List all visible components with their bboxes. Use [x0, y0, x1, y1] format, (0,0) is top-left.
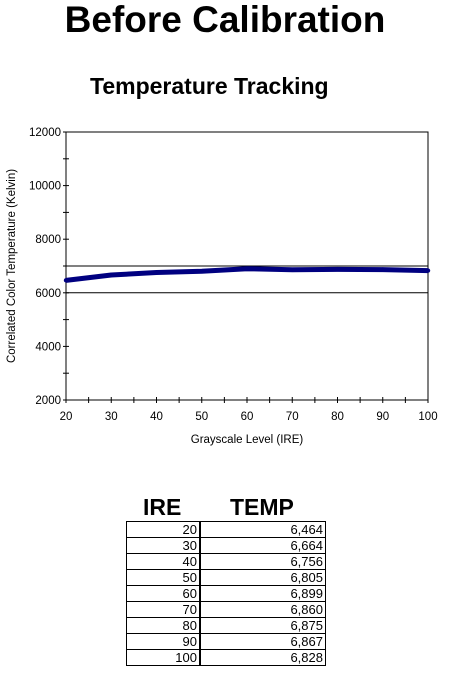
y-tick-label: 4000: [35, 341, 61, 353]
data-point: [199, 269, 204, 274]
x-tick-label: 60: [241, 411, 254, 423]
table-cell-temp: 6,860: [199, 601, 326, 618]
table-cell-temp: 6,805: [199, 569, 326, 586]
table-row: 50 6,805: [126, 569, 326, 586]
table-row: 20 6,464: [126, 521, 326, 538]
y-tick-label: 12000: [29, 127, 61, 139]
y-axis-title: Correlated Color Temperature (Kelvin): [6, 169, 18, 363]
table-cell-ire: 50: [126, 569, 201, 586]
x-tick-label: 40: [150, 411, 163, 423]
data-point: [109, 272, 114, 278]
table-cell-temp: 6,664: [199, 537, 326, 554]
data-point: [335, 267, 340, 272]
data-point: [380, 267, 385, 272]
table-cell-ire: 20: [126, 521, 201, 538]
y-tick-label: 2000: [35, 395, 61, 407]
table-cell-ire: 100: [126, 649, 201, 666]
table-row: 40 6,756: [126, 553, 326, 570]
table-row: 30 6,664: [126, 537, 326, 554]
table-cell-temp: 6,899: [199, 585, 326, 602]
table-row: 80 6,875: [126, 617, 326, 634]
table-cell-ire: 60: [126, 585, 201, 602]
table-row: 60 6,899: [126, 585, 326, 602]
table-cell-ire: 30: [126, 537, 201, 554]
x-tick-label: 30: [105, 411, 118, 423]
temperature-table: 20 6,464 30 6,664 40 6,756 50 6,805 60 6,899 70 6,8…: [126, 521, 326, 666]
table-row: 100 6,828: [126, 649, 326, 666]
chart-title: Temperature Tracking: [90, 73, 329, 99]
x-tick-label: 100: [418, 411, 437, 423]
x-tick-label: 50: [195, 411, 208, 423]
table-row: 70 6,860: [126, 601, 326, 618]
table-cell-ire: 80: [126, 617, 201, 634]
table-cell-temp: 6,867: [199, 633, 326, 650]
data-point: [290, 267, 295, 272]
table-cell-ire: 70: [126, 601, 201, 618]
table-cell-temp: 6,875: [199, 617, 326, 634]
table-cell-ire: 40: [126, 553, 201, 570]
table-cell-temp: 6,828: [199, 649, 326, 666]
y-tick-label: 6000: [35, 288, 61, 300]
x-tick-label: 90: [376, 411, 389, 423]
x-tick-label: 70: [286, 411, 299, 423]
y-tick-label: 8000: [35, 234, 61, 246]
table-cell-temp: 6,756: [199, 553, 326, 570]
page-title: Before Calibration: [64, 0, 386, 40]
data-point: [244, 266, 250, 271]
table-cell-ire: 90: [126, 633, 201, 650]
table-cell-temp: 6,464: [199, 521, 326, 538]
y-tick-label: 10000: [29, 181, 61, 193]
data-point: [154, 270, 159, 275]
x-tick-label: 80: [331, 411, 344, 423]
table-header-ire: IRE: [143, 494, 182, 520]
data-point: [63, 278, 69, 283]
temperature-tracking-chart: 2000 4000 6000 8000 10000 12000 20 30 40 50 60 70 80…: [6, 127, 438, 446]
table-row: 90 6,867: [126, 633, 326, 650]
x-axis-title: Grayscale Level (IRE): [191, 434, 304, 446]
data-point: [425, 268, 431, 273]
x-tick-label: 20: [60, 411, 73, 423]
table-header-temp: TEMP: [230, 494, 294, 520]
